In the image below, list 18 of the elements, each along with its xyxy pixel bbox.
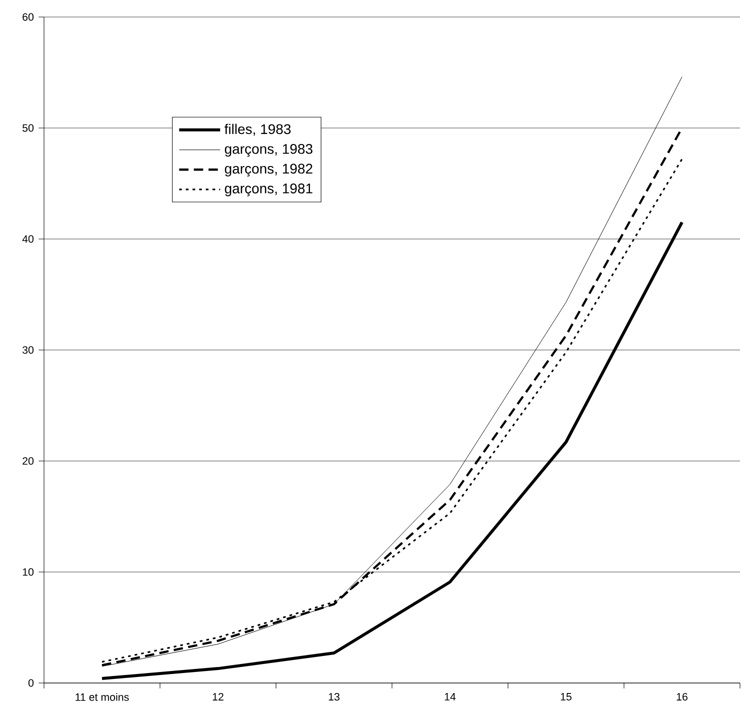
legend-label: garçons, 1982 — [224, 164, 312, 176]
y-tick-label: 10 — [22, 568, 34, 576]
x-tick-label: 12 — [212, 693, 224, 700]
line-series — [100, 220, 684, 680]
legend-label: filles, 1983 — [224, 124, 291, 136]
y-tick-label: 60 — [22, 13, 34, 21]
x-tick-label: 13 — [328, 693, 340, 701]
y-tick-label: 20 — [22, 457, 34, 465]
legend-label: garçons, 1983 — [224, 144, 312, 157]
legend-label: garçons, 1981 — [224, 184, 312, 196]
x-tick-label: 16 — [676, 693, 688, 701]
y-tick-label: 0 — [28, 679, 34, 687]
y-tick-label: 50 — [22, 124, 34, 132]
y-tick-label: 30 — [22, 346, 34, 354]
y-tick-label: 40 — [22, 235, 34, 243]
x-tick-label: 15 — [560, 693, 572, 700]
x-tick-label: 14 — [444, 693, 456, 700]
x-tick-label: 11 et moins — [76, 693, 129, 701]
